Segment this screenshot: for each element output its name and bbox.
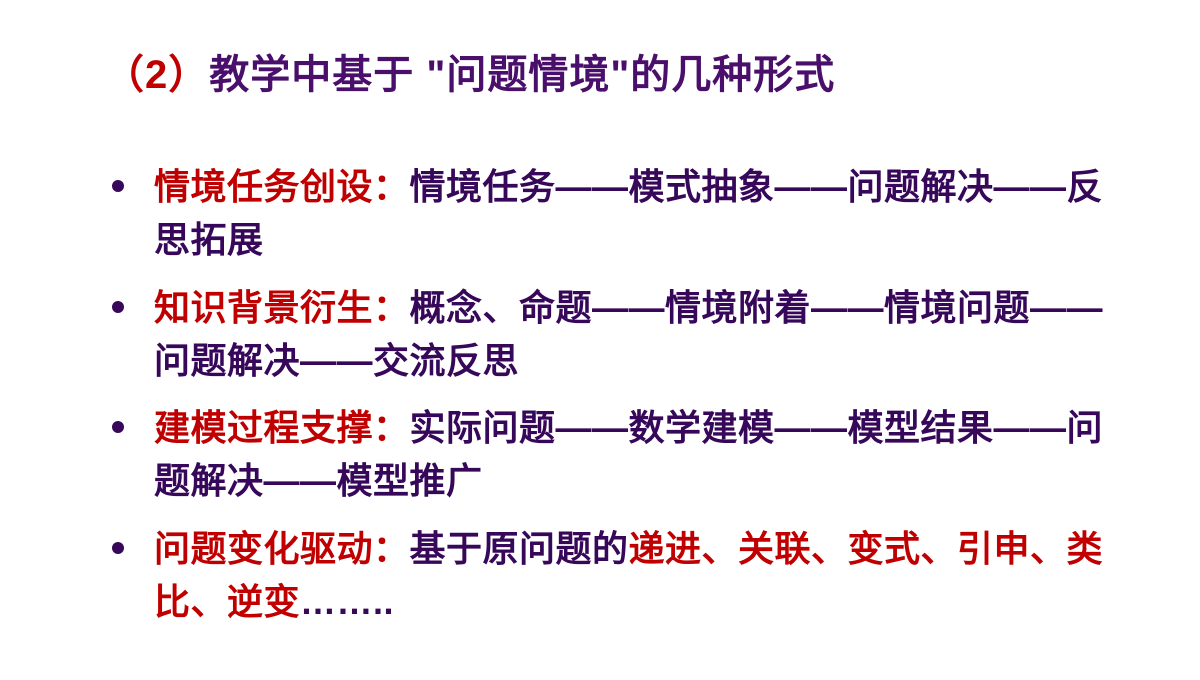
slide: （2）教学中基于 "问题情境"的几种形式 情境任务创设：情境任务——模式抽象——… [0, 0, 1200, 680]
item-tail: …….. [300, 581, 394, 622]
list-item: 问题变化驱动：基于原问题的递进、关联、变式、引申、类比、逆变…….. [104, 522, 1110, 629]
title-number: （2） [104, 53, 209, 97]
item-label: 知识背景衍生： [154, 287, 410, 328]
list-item: 情境任务创设：情境任务——模式抽象——问题解决——反思拓展 [104, 160, 1110, 267]
item-label: 情境任务创设： [154, 166, 410, 207]
title-text: 教学中基于 "问题情境"的几种形式 [209, 53, 835, 97]
list-item: 建模过程支撑：实际问题——数学建模——模型结果——问题解决——模型推广 [104, 401, 1110, 508]
list-item: 知识背景衍生：概念、命题——情境附着——情境问题——问题解决——交流反思 [104, 281, 1110, 388]
item-label: 建模过程支撑： [154, 407, 410, 448]
slide-title: （2）教学中基于 "问题情境"的几种形式 [90, 42, 1110, 100]
item-prefix: 基于原问题的 [410, 528, 629, 569]
bullet-list: 情境任务创设：情境任务——模式抽象——问题解决——反思拓展 知识背景衍生：概念、… [90, 160, 1110, 628]
item-label: 问题变化驱动： [154, 528, 410, 569]
